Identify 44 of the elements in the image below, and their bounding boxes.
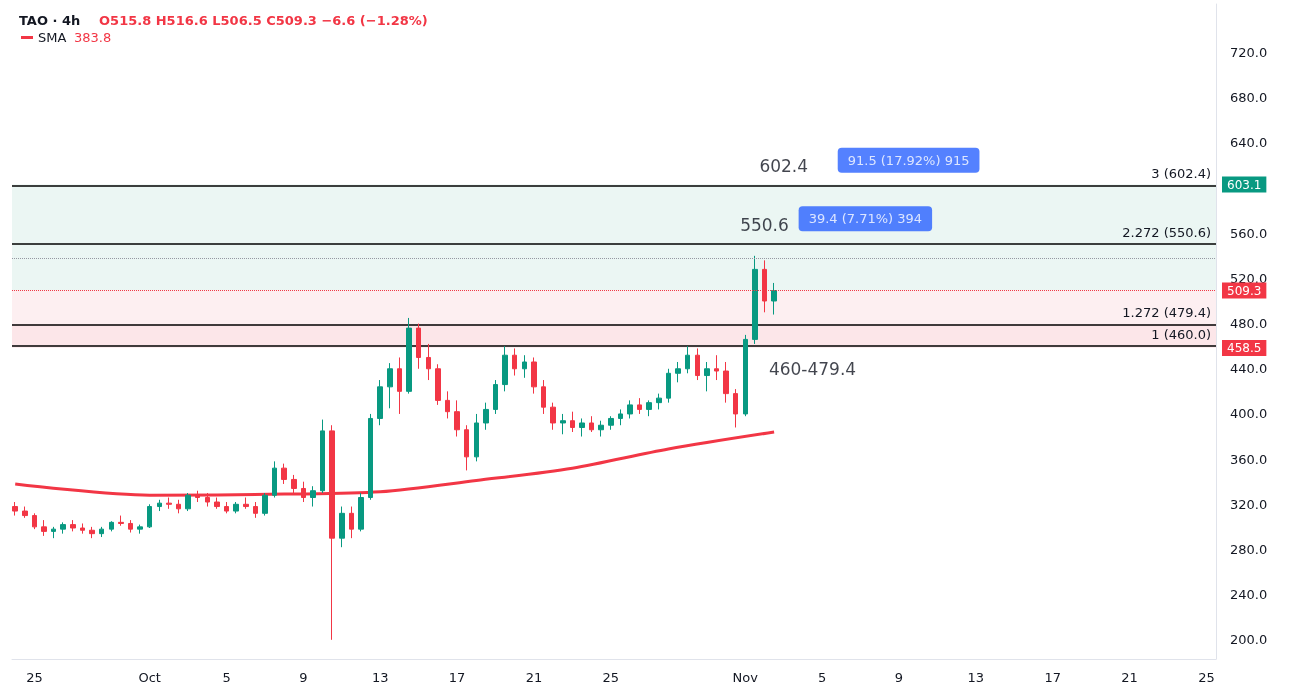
x-tick-label: 21 — [525, 670, 543, 685]
ref-line-label: 3 (602.4) — [1151, 166, 1211, 182]
x-tick-label: 5 — [222, 670, 231, 685]
y-tick-label: 680.0 — [1230, 90, 1268, 106]
annotation: 460-479.4 — [768, 359, 857, 380]
ref-line-label: 2.272 (550.6) — [1122, 224, 1211, 240]
x-tick-label: 25 — [26, 670, 43, 685]
x-tick-label: 17 — [1044, 670, 1061, 685]
x-tick-label: 21 — [1121, 670, 1138, 685]
x-tick-label: 25 — [1198, 670, 1215, 685]
x-tick-label: 13 — [967, 670, 985, 685]
x-tick-label: 9 — [299, 670, 308, 685]
x-tick-label: 5 — [818, 670, 827, 685]
y-tick-label: 240.0 — [1230, 587, 1268, 603]
y-tick-label: 440.0 — [1230, 361, 1268, 377]
annotation: 550.6 — [740, 214, 789, 235]
y-tick-label: 320.0 — [1230, 496, 1268, 512]
x-tick-label: Oct — [138, 670, 161, 685]
x-tick-label: 25 — [602, 670, 620, 685]
annotation: O515.8 H516.6 L506.5 C509.3 −6.6 (−1.28%) — [99, 12, 428, 28]
band-label: 603.1 — [1227, 177, 1262, 192]
x-tick-label: Nov — [732, 670, 759, 685]
annotation: 39.4 (7.71%) 394 — [808, 211, 923, 227]
text: TAO · 4h — [19, 12, 81, 28]
y-tick-label: 640.0 — [1230, 135, 1268, 151]
y-tick-label: 560.0 — [1230, 225, 1268, 241]
x-tick-label: 17 — [448, 670, 466, 685]
y-tick-label: 280.0 — [1230, 541, 1268, 557]
y-tick-label: 200.0 — [1230, 632, 1268, 648]
annotation: 383.8 — [73, 30, 112, 45]
y-tick-label: 520.0 — [1230, 270, 1268, 286]
legend-label: SMA — [38, 30, 67, 45]
y-tick-label: 720.0 — [1230, 45, 1268, 61]
band-label: 458.5 — [1227, 340, 1262, 355]
y-tick-label: 480.0 — [1230, 316, 1268, 332]
x-tick-label: 13 — [371, 670, 389, 685]
annotation: 602.4 — [759, 156, 809, 177]
annotation: 91.5 (17.92%) 915 — [847, 152, 970, 168]
ref-line-label: 509.3 — [1227, 283, 1262, 298]
y-tick-label: 360.0 — [1230, 451, 1268, 467]
ref-line-label: 1 (460.0) — [1151, 327, 1211, 343]
y-tick-label: 400.0 — [1230, 406, 1268, 422]
ref-line-label: 1.272 (479.4) — [1122, 305, 1211, 321]
x-tick-label: 9 — [894, 670, 904, 685]
